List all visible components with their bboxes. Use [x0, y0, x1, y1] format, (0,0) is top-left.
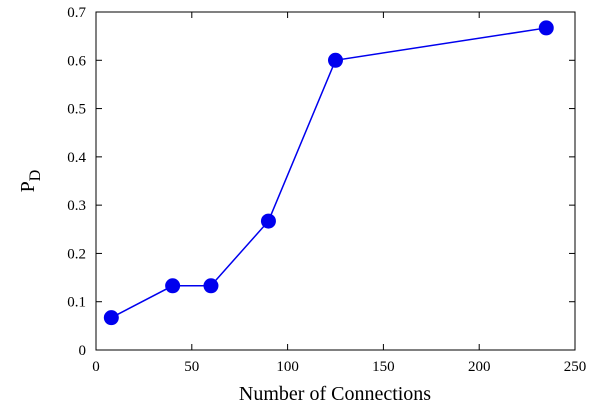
y-tick-label: 0: [79, 343, 87, 359]
x-tick-label: 50: [184, 359, 199, 375]
data-point: [538, 20, 554, 36]
x-tick-label: 0: [92, 359, 100, 375]
y-tick-label: 0.2: [67, 246, 86, 262]
data-point: [165, 278, 181, 294]
y-tick-label: 0.4: [67, 150, 86, 166]
data-point: [260, 213, 276, 229]
y-axis-label-subscript: D: [27, 170, 44, 182]
data-point: [203, 278, 219, 294]
x-tick-label: 250: [564, 359, 587, 375]
y-tick-label: 0.5: [67, 102, 86, 118]
y-tick-label: 0.6: [67, 53, 86, 69]
x-tick-label: 150: [372, 359, 395, 375]
data-point: [328, 52, 343, 68]
series-line: [110, 27, 547, 319]
y-tick-label: 0.3: [67, 198, 86, 214]
y-axis-label: PD: [17, 170, 44, 193]
y-tick-label: 0.1: [67, 295, 86, 311]
data-point: [103, 310, 119, 326]
y-tick-label: 0.7: [67, 5, 86, 21]
x-tick-label: 200: [468, 359, 491, 375]
x-axis-label: Number of Connections: [239, 383, 431, 405]
plot-frame: [95, 11, 576, 351]
x-tick-label: 100: [276, 359, 299, 375]
y-axis-label-main: P: [17, 181, 39, 192]
